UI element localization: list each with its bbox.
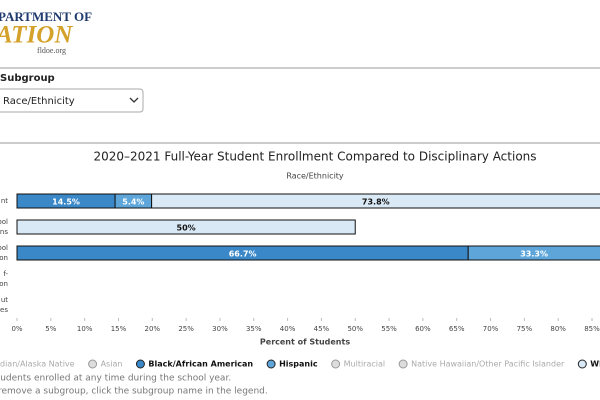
x-tick-label: 60%: [415, 325, 431, 333]
y-category-label: ool: [0, 244, 8, 252]
y-category-label: f-: [3, 270, 8, 278]
legend-item[interactable]: Multiracial: [331, 359, 386, 369]
x-tick-label: 55%: [381, 325, 397, 333]
x-tick-label: 10%: [77, 325, 93, 333]
x-tick-label: 0%: [11, 325, 22, 333]
x-tick-label: 80%: [550, 325, 566, 333]
y-category-label: on: [0, 254, 8, 262]
x-tick-label: 20%: [145, 325, 161, 333]
legend-marker[interactable]: [266, 359, 276, 369]
y-category-label: ut: [1, 296, 8, 304]
select-value[interactable]: Race/Ethnicity: [3, 96, 75, 107]
legend-marker[interactable]: [135, 359, 145, 369]
legend-label[interactable]: Multiracial: [344, 360, 386, 369]
y-category-label: es: [0, 306, 8, 314]
footnote: remove a subgroup, click the subgroup na…: [0, 387, 268, 397]
legend-item[interactable]: Native Hawaiian/Other Pacific Islander: [398, 359, 565, 369]
legend-item[interactable]: White: [577, 359, 600, 369]
legend-item[interactable]: Asian: [88, 359, 123, 369]
legend-label[interactable]: dian/Alaska Native: [0, 360, 75, 369]
legend-item[interactable]: Hispanic: [266, 359, 318, 369]
bar-segment: [151, 193, 600, 209]
select-chevron[interactable]: [129, 97, 139, 103]
logo-main: ATION: [0, 22, 73, 49]
value-label: 14.5%: [52, 198, 80, 207]
legend-item[interactable]: dian/Alaska Native: [0, 360, 75, 369]
x-tick-label: 30%: [212, 325, 228, 333]
chart-title: 2020–2021 Full-Year Student Enrollment C…: [93, 150, 536, 164]
x-tick-label: 40%: [280, 325, 296, 333]
plot: 14.5% 5.4% 73.8% 50% 66.7% 33.3%: [16, 193, 600, 261]
filter-label: Subgroup: [0, 73, 55, 84]
chart-subtitle: Race/Ethnicity: [286, 172, 344, 181]
y-category-label: ns: [0, 228, 8, 236]
x-tick-label: 65%: [449, 325, 465, 333]
logo-url: fldoe.org: [37, 46, 66, 55]
legend-marker[interactable]: [577, 359, 587, 369]
legend-item[interactable]: Black/African American: [135, 359, 253, 369]
x-tick-label: 45%: [314, 325, 330, 333]
bar-segment: [467, 245, 600, 261]
value-label: 5.4%: [122, 198, 144, 207]
legend-label[interactable]: Hispanic: [279, 360, 318, 369]
legend-label[interactable]: White: [590, 360, 600, 369]
x-tick-label: 50%: [347, 325, 363, 333]
value-label: 66.7%: [229, 250, 257, 259]
y-category-label: ool: [0, 218, 8, 226]
legend-label[interactable]: Black/African American: [148, 360, 253, 369]
value-label: 73.8%: [362, 198, 390, 207]
x-tick-label: 85%: [584, 325, 600, 333]
x-tick-label: 75%: [517, 325, 533, 333]
value-label: 33.3%: [520, 250, 548, 259]
legend-marker[interactable]: [398, 359, 408, 369]
legend-label[interactable]: Native Hawaiian/Other Pacific Islander: [411, 360, 565, 369]
x-tick-label: 25%: [178, 325, 194, 333]
bar-segment: [16, 219, 356, 235]
subgroup-select[interactable]: Race/Ethnicity: [0, 88, 144, 113]
x-tick-label: 15%: [111, 325, 127, 333]
legend-label[interactable]: Asian: [101, 360, 123, 369]
logo-top: PARTMENT OF: [0, 9, 92, 24]
select-box[interactable]: [0, 88, 144, 113]
legend-marker[interactable]: [88, 359, 98, 369]
x-tick-label: 5%: [45, 325, 56, 333]
y-category-label: on: [0, 280, 8, 288]
y-category-label: nt: [1, 197, 8, 205]
x-tick-label: 35%: [246, 325, 262, 333]
x-tick-label: 70%: [483, 325, 499, 333]
value-label: 50%: [177, 224, 196, 233]
legend-marker[interactable]: [331, 359, 341, 369]
footnote: students enrolled at any time during the…: [0, 374, 231, 384]
x-axis-label: Percent of Students: [260, 338, 350, 347]
